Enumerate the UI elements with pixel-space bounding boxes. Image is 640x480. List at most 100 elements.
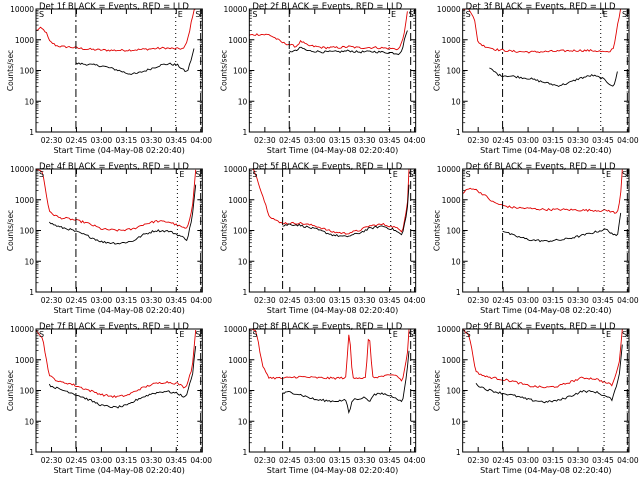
x-tick-label: 03:45 [592, 456, 614, 465]
series-line-lld [249, 11, 408, 51]
y-tick-label: 10 [238, 257, 248, 266]
y-axis-label: Counts/sec [219, 370, 228, 411]
y-tick-label: 1 [456, 288, 461, 297]
x-tick-label: 04:00 [404, 296, 426, 305]
y-tick-label: 10 [238, 417, 248, 426]
segment-marker-e: E [178, 10, 183, 19]
x-tick-label: 04:00 [190, 456, 212, 465]
y-tick-label: 100 [233, 387, 248, 396]
y-tick-label: 1 [29, 128, 34, 137]
panel-title: Det 4f BLACK = Events, RED = LLD [39, 162, 189, 172]
plot-frame [248, 8, 417, 133]
segment-marker-s: S [252, 170, 257, 179]
y-tick-label: 1000 [15, 356, 34, 365]
segment-marker-e: E [179, 170, 184, 179]
x-tick-label: 03:30 [354, 456, 376, 465]
panel-title: Det 7f BLACK = Events, RED = LLD [39, 322, 189, 332]
series-line-lld [462, 169, 623, 214]
series-line-lld [462, 329, 623, 389]
plot-area [249, 169, 412, 292]
x-tick-label: 02:30 [467, 136, 489, 145]
x-tick-label: 02:45 [66, 296, 88, 305]
segment-marker-s: S [252, 10, 257, 19]
y-tick-label: 1 [456, 448, 461, 457]
x-tick-label: 02:45 [492, 296, 514, 305]
y-tick-label: 100 [446, 67, 461, 76]
segment-marker-s: S [39, 170, 44, 179]
segment-marker-e: E [393, 170, 398, 179]
y-tick-label: 1000 [228, 356, 247, 365]
segment-marker-s: S [466, 170, 471, 179]
y-tick-label: 100 [20, 227, 35, 236]
x-tick-label: 03:30 [567, 456, 589, 465]
series-line-lld [36, 329, 197, 399]
x-tick-label: 03:00 [304, 456, 326, 465]
y-tick-label: 100 [446, 387, 461, 396]
x-axis-label: Start Time (04-May-08 02:20:40) [267, 146, 398, 155]
series-line-lld [249, 169, 410, 235]
y-axis-label: Counts/sec [6, 210, 15, 251]
panel-title: Det 9f BLACK = Events, RED = LLD [466, 322, 616, 332]
x-tick-label: 04:00 [190, 296, 212, 305]
segment-marker-s: S [195, 170, 200, 179]
x-tick-label: 04:00 [617, 456, 639, 465]
y-tick-label: 10000 [10, 165, 34, 174]
x-tick-label: 03:45 [165, 296, 187, 305]
y-tick-label: 10000 [223, 325, 247, 334]
x-tick-label: 02:45 [492, 456, 514, 465]
y-tick-label: 1 [29, 288, 34, 297]
series-line-events [48, 184, 197, 245]
x-tick-label: 03:00 [91, 296, 113, 305]
y-tick-label: 10 [451, 97, 461, 106]
x-tick-label: 02:30 [254, 296, 276, 305]
x-tick-label: 03:00 [91, 136, 113, 145]
y-tick-label: 10000 [437, 165, 461, 174]
y-tick-label: 1000 [15, 36, 34, 45]
x-tick-label: 04:00 [617, 136, 639, 145]
x-axis-label: Start Time (04-May-08 02:20:40) [267, 306, 398, 315]
y-tick-label: 10000 [223, 5, 247, 14]
segment-marker-s: S [252, 330, 257, 339]
y-tick-label: 1000 [15, 196, 34, 205]
x-tick-label: 02:30 [41, 296, 63, 305]
series-line-events [282, 350, 410, 415]
x-tick-label: 03:00 [304, 296, 326, 305]
x-tick-label: 02:45 [279, 136, 301, 145]
x-tick-label: 03:45 [379, 296, 401, 305]
y-tick-label: 10 [238, 97, 248, 106]
segment-marker-e: E [603, 10, 608, 19]
y-axis-label: Counts/sec [6, 370, 15, 411]
plot-area [249, 9, 412, 132]
x-tick-label: 03:30 [567, 136, 589, 145]
segment-marker-s: S [409, 170, 414, 179]
x-tick-label: 03:15 [542, 296, 564, 305]
x-tick-label: 02:30 [41, 136, 63, 145]
y-axis-label: Counts/sec [433, 370, 442, 411]
y-tick-label: 1 [243, 448, 248, 457]
plot-area [462, 9, 628, 132]
segment-marker-s: S [39, 10, 44, 19]
x-tick-label: 04:00 [404, 136, 426, 145]
y-tick-label: 1000 [228, 36, 247, 45]
panel-title: Det 6f BLACK = Events, RED = LLD [466, 162, 616, 172]
y-tick-label: 100 [233, 227, 248, 236]
segment-marker-s: S [195, 10, 200, 19]
x-tick-label: 03:30 [567, 296, 589, 305]
segment-marker-s: S [195, 330, 200, 339]
series-line-events [48, 345, 197, 409]
segment-marker-s: S [622, 170, 627, 179]
x-tick-label: 03:15 [542, 136, 564, 145]
y-tick-label: 1000 [442, 196, 461, 205]
x-axis-label: Start Time (04-May-08 02:20:40) [480, 466, 611, 475]
x-tick-label: 02:45 [279, 296, 301, 305]
x-axis-label: Start Time (04-May-08 02:20:40) [480, 146, 611, 155]
series-line-events [489, 67, 618, 88]
x-tick-label: 03:45 [379, 136, 401, 145]
x-axis-label: Start Time (04-May-08 02:20:40) [53, 306, 184, 315]
segment-marker-e: E [606, 330, 611, 339]
segment-marker-s: S [466, 330, 471, 339]
